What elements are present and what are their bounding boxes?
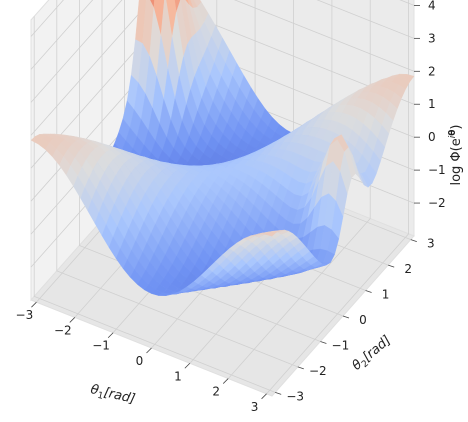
y-tick-mark bbox=[297, 366, 304, 370]
y-tick-mark bbox=[275, 392, 282, 395]
surface-patch bbox=[264, 231, 277, 237]
grid-line-z bbox=[30, 0, 415, 70]
y-tick-label: −2 bbox=[309, 364, 327, 378]
z-tick-label: 4 bbox=[428, 0, 436, 12]
x-tick-mark bbox=[222, 378, 229, 384]
z-tick-label: −2 bbox=[428, 196, 446, 210]
tick-marks bbox=[31, 5, 420, 400]
grid-line-y bbox=[56, 0, 298, 368]
x-tick-label: −2 bbox=[54, 323, 72, 337]
y-tick-label: −3 bbox=[286, 389, 304, 403]
y-tick-mark bbox=[365, 290, 372, 293]
x-tick-label: −3 bbox=[16, 308, 34, 322]
y-tick-mark bbox=[388, 264, 395, 268]
y-tick-mark bbox=[320, 341, 327, 344]
x-tick-label: 3 bbox=[251, 400, 259, 414]
x-tick-mark bbox=[146, 347, 152, 354]
x-tick-label: −1 bbox=[92, 339, 110, 353]
z-axis-label: log Φ(eiθ) bbox=[448, 124, 464, 185]
z-tick-label: 2 bbox=[428, 64, 436, 78]
z-tick-label: −1 bbox=[428, 163, 446, 177]
surface-mesh bbox=[30, 0, 415, 296]
grid-line-z bbox=[30, 0, 415, 103]
x-tick-label: 0 bbox=[136, 354, 144, 368]
y-tick-label: 3 bbox=[427, 237, 435, 251]
grid-line-z bbox=[30, 0, 415, 136]
grid-line-x bbox=[266, 0, 410, 395]
x-tick-mark bbox=[184, 362, 191, 369]
y-axis-label: θ2[rad] bbox=[350, 333, 396, 375]
y-tick-label: 1 bbox=[382, 288, 390, 302]
x-tick-mark bbox=[31, 301, 37, 308]
z-tick-label: 3 bbox=[428, 31, 436, 45]
y-tick-mark bbox=[410, 239, 417, 242]
y-tick-label: 2 bbox=[404, 262, 412, 276]
x-tick-mark bbox=[261, 393, 267, 400]
y-tick-label: 0 bbox=[359, 313, 367, 327]
x-tick-label: 2 bbox=[212, 385, 220, 399]
grid-line-x bbox=[227, 0, 371, 379]
y-tick-label: −1 bbox=[332, 339, 350, 353]
x-tick-mark bbox=[107, 332, 114, 339]
grid-line-y bbox=[33, 16, 276, 393]
y-tick-mark bbox=[342, 315, 350, 319]
z-tick-label: 0 bbox=[428, 130, 436, 144]
x-axis-label: θ1[rad] bbox=[89, 382, 137, 409]
z-tick-label: 1 bbox=[428, 97, 436, 111]
grid-line-y bbox=[79, 0, 321, 342]
x-tick-mark bbox=[69, 317, 76, 323]
x-tick-label: 1 bbox=[174, 369, 182, 383]
